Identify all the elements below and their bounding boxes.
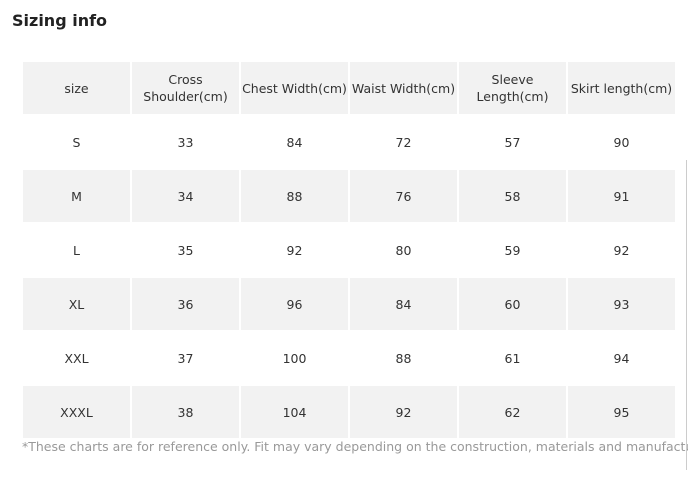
table-cell: 95 [568, 386, 675, 438]
table-cell: XXL [64, 350, 89, 366]
table-cell: 33 [177, 134, 194, 150]
header-cell: size [23, 62, 130, 114]
table-cell: 59 [504, 242, 521, 258]
header-cell: Sleeve Length(cm) [459, 62, 566, 114]
table-row: L 35 92 80 59 92 [23, 224, 675, 276]
table-cell: 61 [504, 350, 521, 366]
table-cell: 35 [177, 242, 194, 258]
table-cell: 84 [286, 134, 303, 150]
table-cell: 58 [459, 170, 566, 222]
header-cell: Chest Width(cm) [241, 62, 348, 114]
table-cell: M [23, 170, 130, 222]
table-cell: XXXL [23, 386, 130, 438]
table-row: XL 36 96 84 60 93 [23, 278, 675, 330]
footnote: *These charts are for reference only. Fi… [22, 439, 688, 454]
table-cell: 36 [132, 278, 239, 330]
table-cell: 92 [350, 386, 457, 438]
table-cell: S [72, 134, 81, 150]
table-cell: 84 [350, 278, 457, 330]
table-row: M 34 88 76 58 91 [23, 170, 675, 222]
table-cell: 37 [177, 350, 194, 366]
scrollbar [686, 160, 687, 470]
table-cell: 92 [286, 242, 303, 258]
header-cell: Waist Width(cm) [350, 62, 457, 114]
table-cell: 88 [241, 170, 348, 222]
size-table: size Cross Shoulder(cm) Chest Width(cm) Wai… [21, 60, 677, 440]
table-cell: XL [23, 278, 130, 330]
table-cell: 34 [132, 170, 239, 222]
table-row: XXL 37 100 88 61 94 [23, 332, 675, 384]
table-cell: 88 [395, 350, 412, 366]
table-row: XXXL 38 104 92 62 95 [23, 386, 675, 438]
table-cell: 90 [613, 134, 630, 150]
section-title: Sizing info [12, 11, 108, 30]
table-row: S 33 84 72 57 90 [23, 116, 675, 168]
table-cell: 96 [241, 278, 348, 330]
table-cell: 80 [395, 242, 412, 258]
table-cell: 91 [568, 170, 675, 222]
header-cell: Cross Shoulder(cm) [132, 62, 239, 114]
table-cell: 62 [459, 386, 566, 438]
table-cell: 104 [241, 386, 348, 438]
header-cell: Skirt length(cm) [568, 62, 675, 114]
table-cell: 76 [350, 170, 457, 222]
table-cell: 100 [282, 350, 307, 366]
table-cell: L [73, 242, 80, 258]
table-cell: 60 [459, 278, 566, 330]
table-cell: 57 [504, 134, 521, 150]
table-cell: 38 [132, 386, 239, 438]
table-cell: 72 [395, 134, 412, 150]
table-cell: 94 [613, 350, 630, 366]
table-cell: 93 [568, 278, 675, 330]
table-cell: 92 [613, 242, 630, 258]
header-row: size Cross Shoulder(cm) Chest Width(cm) Wai… [23, 62, 675, 114]
